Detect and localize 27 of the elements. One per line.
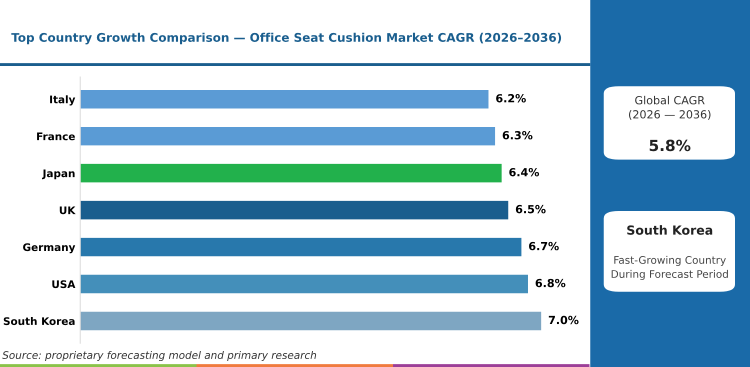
- source-note: Source: proprietary forecasting model and primary research: [2, 350, 316, 362]
- bar: [80, 164, 502, 182]
- data-label: 6.3%: [502, 131, 532, 140]
- y-tick-label: UK: [60, 206, 76, 214]
- data-label: 6.8%: [536, 278, 566, 288]
- text: 5.8%: [650, 140, 690, 152]
- bar: [80, 312, 542, 330]
- bar: [80, 126, 496, 146]
- bar: [80, 238, 522, 256]
- y-tick-label: USA: [52, 280, 76, 288]
- bar: [80, 274, 528, 294]
- data-label: 6.5%: [516, 204, 546, 214]
- bar: [80, 200, 508, 220]
- text: South Korea: [627, 225, 712, 235]
- y-tick-label: South Korea: [4, 317, 75, 326]
- text: Fast-Growing Country During Forecast Period: [612, 256, 728, 280]
- y-tick-label: Germany: [23, 243, 76, 254]
- chart-title: Top Country Growth Comparison — Office Seat Cushion Market CAGR (2026–2036): [11, 32, 562, 44]
- data-label: 6.2%: [496, 94, 526, 102]
- bar: [80, 90, 488, 108]
- data-label: 6.4%: [509, 168, 540, 176]
- data-label: 7.0%: [548, 316, 579, 324]
- text: Global CAGR (2026 — 2036): [629, 96, 710, 120]
- y-tick-label: France: [37, 132, 75, 140]
- y-tick-label: Italy: [50, 95, 76, 106]
- y-tick-label: Japan: [42, 170, 75, 180]
- data-label: 6.7%: [529, 242, 559, 250]
